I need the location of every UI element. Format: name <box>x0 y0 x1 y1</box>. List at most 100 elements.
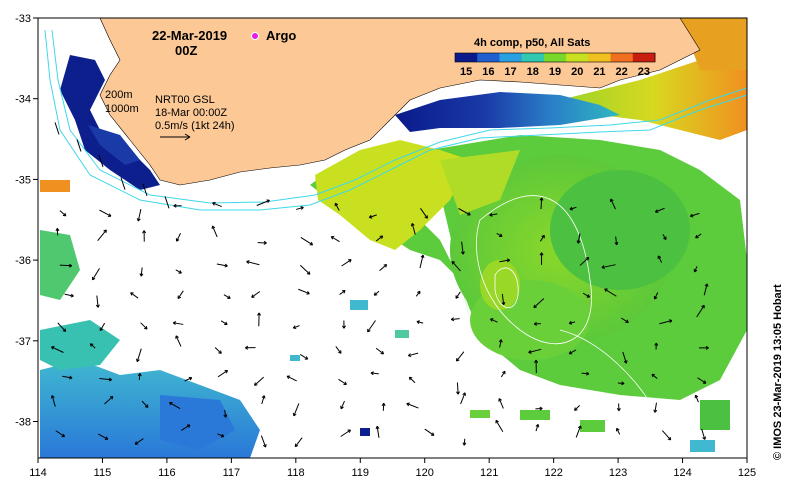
velocity-arrow <box>169 402 181 410</box>
velocity-arrow <box>59 264 72 267</box>
velocity-arrowhead <box>654 342 659 346</box>
velocity-arrow <box>662 234 667 240</box>
velocity-arrow <box>176 233 181 242</box>
velocity-arrowhead <box>407 353 412 358</box>
velocity-arrow <box>697 377 707 384</box>
velocity-arrowhead <box>338 350 342 354</box>
velocity-arrowhead <box>137 373 142 377</box>
velocity-arrowhead <box>294 443 299 448</box>
velocity-arrowhead <box>383 264 388 268</box>
velocity-arrow <box>293 325 300 329</box>
sst-southwest-teal <box>40 320 120 370</box>
altimetry-label: NRT00 GSL <box>155 94 215 106</box>
velocity-arrowhead <box>286 375 291 380</box>
velocity-arrowhead <box>300 206 304 210</box>
velocity-arrowhead <box>528 350 532 354</box>
velocity-arrowhead <box>654 209 659 213</box>
velocity-arrowhead <box>489 212 493 217</box>
velocity-arrowhead <box>657 255 662 259</box>
velocity-arrow <box>416 321 424 324</box>
velocity-scale-label: 0.5m/s (1kt 24h) <box>155 120 234 132</box>
velocity-arrowhead <box>254 382 258 386</box>
velocity-arrow <box>499 259 510 263</box>
time-label: 00Z <box>175 43 197 58</box>
velocity-arrowhead <box>306 291 310 295</box>
velocity-arrow <box>175 269 182 274</box>
velocity-arrow <box>604 288 617 297</box>
velocity-arrow <box>451 261 461 272</box>
velocity-arrowhead <box>455 357 460 362</box>
bathymetry-contours <box>44 29 748 421</box>
velocity-arrow <box>293 403 300 417</box>
velocity-arrowhead <box>541 234 545 239</box>
velocity-arrowhead <box>68 263 73 268</box>
velocity-arrowhead <box>224 369 229 374</box>
velocity-arrowhead <box>139 273 144 277</box>
velocity-arrow <box>138 373 141 381</box>
velocity-arrowhead <box>347 429 351 433</box>
velocity-arrowhead <box>601 265 605 270</box>
velocity-arrow <box>411 223 416 235</box>
velocity-arrowhead <box>212 201 216 206</box>
velocity-arrow <box>375 235 384 242</box>
velocity-arrow <box>96 295 99 308</box>
velocity-arrow <box>177 290 184 299</box>
velocity-arrow <box>99 209 112 217</box>
velocity-arrowhead <box>406 402 410 407</box>
x-tick-label: 121 <box>480 467 498 479</box>
velocity-arrow <box>64 293 74 297</box>
velocity-arrowhead <box>211 225 216 230</box>
velocity-arrow <box>601 264 616 269</box>
colorbar-tick-label: 21 <box>593 66 605 78</box>
velocity-arrow <box>141 400 149 408</box>
velocity-arrowhead <box>375 425 380 430</box>
velocity-arrowhead <box>227 295 231 299</box>
velocity-arrow <box>89 343 96 349</box>
velocity-arrow <box>496 232 503 237</box>
velocity-arrow <box>575 425 582 438</box>
velocity-arrow <box>458 208 471 216</box>
sst-yellow-patch <box>440 150 520 215</box>
velocity-arrowhead <box>568 320 573 325</box>
velocity-arrow <box>251 291 261 298</box>
velocity-arrow <box>223 294 231 299</box>
velocity-arrowhead <box>616 407 621 412</box>
velocity-arrow <box>367 320 376 333</box>
y-tick-label: -33 <box>15 13 31 25</box>
x-tick-label: 118 <box>287 467 305 479</box>
velocity-arrowhead <box>379 235 384 239</box>
velocity-arrowhead <box>330 236 335 240</box>
velocity-arrowhead <box>224 321 228 326</box>
velocity-arrow <box>212 202 222 208</box>
velocity-arrowhead <box>615 427 620 432</box>
sst-coastal-blue <box>395 92 620 132</box>
sst-layer <box>40 18 747 458</box>
colorbar-tick-label: 20 <box>571 66 583 78</box>
velocity-arrow <box>490 318 498 323</box>
velocity-arrowhead <box>380 350 385 355</box>
velocity-arrowhead <box>534 359 539 364</box>
velocity-arrowhead <box>609 198 614 203</box>
velocity-arrowhead <box>169 401 173 406</box>
velocity-arrow <box>406 403 419 409</box>
x-tick-label: 125 <box>738 467 756 479</box>
velocity-arrowhead <box>99 327 104 332</box>
velocity-arrowhead <box>695 234 699 239</box>
velocity-arrowhead <box>381 402 386 407</box>
velocity-arrow <box>415 290 421 297</box>
velocity-arrow <box>54 122 60 135</box>
colorbar-ticks: 15 16 17 18 19 20 21 22 23 <box>460 66 650 78</box>
velocity-arrow <box>212 225 218 238</box>
velocity-arrowhead <box>533 321 538 326</box>
velocity-arrow <box>569 321 576 324</box>
velocity-arrow <box>338 378 347 385</box>
velocity-arrowhead <box>367 328 371 333</box>
velocity-arrow <box>579 257 590 266</box>
velocity-arrow <box>59 210 67 217</box>
velocity-arrow <box>694 266 698 273</box>
velocity-arrowhead <box>460 251 465 255</box>
velocity-arrowhead <box>410 223 415 227</box>
y-tick-label: -38 <box>15 417 31 429</box>
velocity-arrow <box>55 430 65 438</box>
